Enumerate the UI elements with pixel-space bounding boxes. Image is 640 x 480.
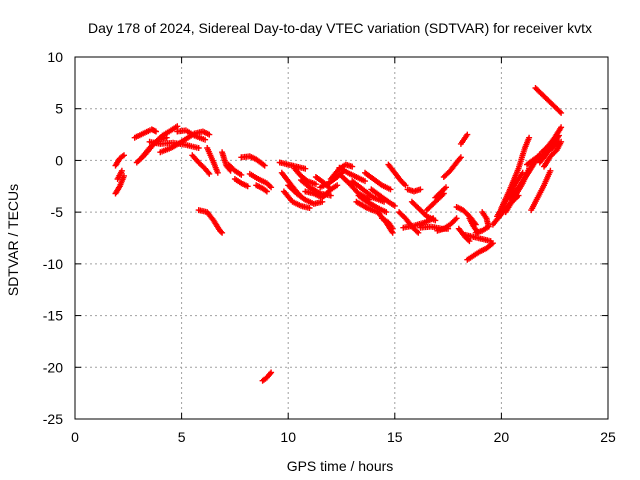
x-tick-label: 0 [71, 429, 79, 445]
y-tick-label: 5 [55, 101, 63, 117]
data-point-track [219, 149, 234, 174]
data-point-track [462, 231, 494, 245]
data-point-track [379, 215, 396, 232]
data-point-track [231, 176, 251, 190]
data-point-track [259, 369, 275, 384]
data-point-track [434, 215, 460, 234]
data-point-track [253, 182, 270, 195]
data-point-track [464, 240, 496, 263]
x-tick-label: 25 [600, 429, 616, 445]
data-point-track [385, 161, 409, 189]
y-tick-label: 10 [47, 49, 63, 65]
data-point-track [423, 190, 447, 214]
y-tick-label: -15 [43, 308, 63, 324]
data-point-track [285, 182, 326, 207]
data-point-track [528, 167, 554, 214]
data-point-track [112, 152, 127, 169]
y-tick-label: -25 [43, 411, 63, 427]
data-point-track [174, 127, 209, 143]
data-point-track [368, 186, 398, 209]
data-point-track [189, 152, 213, 177]
data-point-track [498, 134, 533, 211]
data-point-track [131, 126, 159, 141]
data-point-track [280, 188, 313, 211]
y-axis-label: SDTVAR / TECUs [5, 184, 21, 296]
chart-title: Day 178 of 2024, Sidereal Day-to-day VTE… [88, 20, 592, 36]
data-point-track [195, 207, 226, 236]
y-tick-label: -5 [51, 204, 64, 220]
data-point-track [404, 186, 424, 195]
data-point-track [362, 169, 394, 193]
data-point-track [432, 184, 449, 201]
data-point-track [246, 170, 275, 191]
x-axis-label: GPS time / hours [287, 458, 394, 474]
x-tick-label: 20 [494, 429, 510, 445]
x-tick-label: 15 [387, 429, 403, 445]
data-point-track [538, 124, 565, 156]
data-point-track [112, 172, 127, 197]
data-point-track [532, 85, 565, 116]
data-point-track [291, 165, 319, 188]
data-point-track [349, 178, 388, 205]
grid-lines [75, 57, 608, 419]
data-point-track [238, 153, 268, 169]
data-point-track [541, 138, 565, 170]
plot-frame [74, 56, 609, 420]
x-tick-label: 5 [178, 429, 186, 445]
axis-ticks: 0 5 10 15 20 25 -25 -20 -15 -10 -5 0 5 10 [43, 49, 616, 445]
data-series [112, 85, 565, 384]
data-point-track [479, 209, 492, 230]
data-point-track [225, 161, 245, 178]
y-tick-label: -10 [43, 256, 63, 272]
data-point-track [276, 159, 309, 172]
data-point-track [440, 154, 464, 180]
data-point-track [114, 167, 125, 182]
x-tick-label: 10 [280, 429, 296, 445]
data-point-track [355, 192, 390, 216]
data-point-track [204, 145, 221, 176]
y-tick-label: 0 [55, 152, 63, 168]
y-tick-label: -20 [43, 359, 63, 375]
data-point-track [457, 131, 471, 147]
data-point-track [408, 198, 439, 224]
data-point-track [336, 164, 368, 185]
